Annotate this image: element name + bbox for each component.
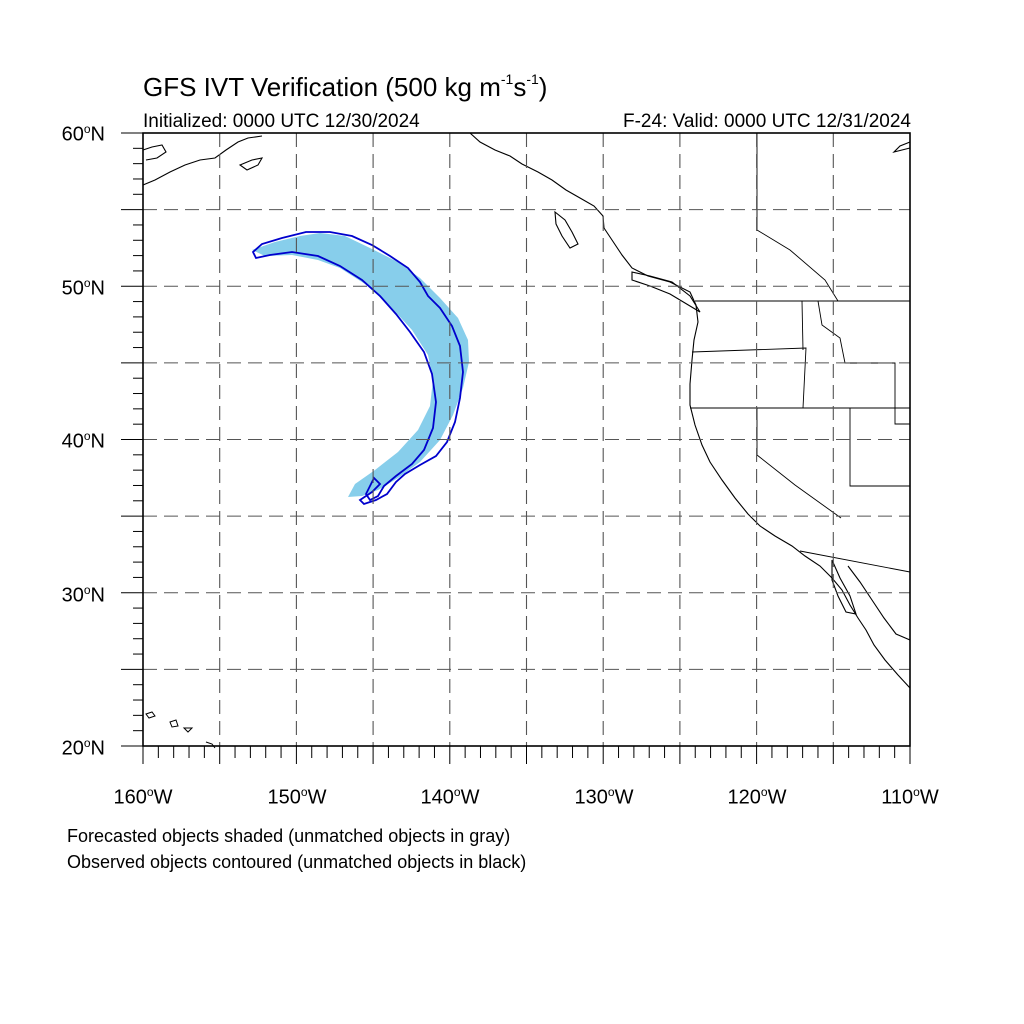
political-boundaries: [690, 133, 911, 573]
lon-label-160: 160oW: [113, 785, 173, 809]
lat-label-50: 50oN: [61, 276, 105, 300]
gridlines: [143, 133, 910, 746]
lat-label-20: 20oN: [61, 736, 105, 760]
observed-note: Observed objects contoured (unmatched ob…: [67, 852, 527, 872]
map-frame: [142, 132, 911, 747]
lon-label-110: 110oW: [881, 785, 939, 809]
lat-label-30: 30oN: [61, 583, 105, 607]
initialized-time: Initialized: 0000 UTC 12/30/2024: [143, 111, 420, 132]
hawaiian-islands: [145, 711, 216, 749]
coastlines: [142, 132, 911, 689]
lat-label-60: 60oN: [61, 122, 105, 146]
lon-label-130: 130oW: [574, 785, 634, 809]
lon-label-120: 120oW: [727, 785, 787, 809]
forecast-note: Forecasted objects shaded (unmatched obj…: [67, 826, 511, 846]
observed-object-contour: [251, 231, 464, 506]
chart-title: GFS IVT Verification (500 kg m-1s-1): [143, 71, 548, 102]
valid-time: F-24: Valid: 0000 UTC 12/31/2024: [623, 111, 911, 132]
lat-label-40: 40oN: [61, 429, 105, 453]
lon-label-150: 150oW: [267, 785, 327, 809]
lon-label-140: 140oW: [420, 785, 480, 809]
axis-ticks: [121, 132, 911, 764]
forecast-object-shading: [252, 233, 469, 497]
